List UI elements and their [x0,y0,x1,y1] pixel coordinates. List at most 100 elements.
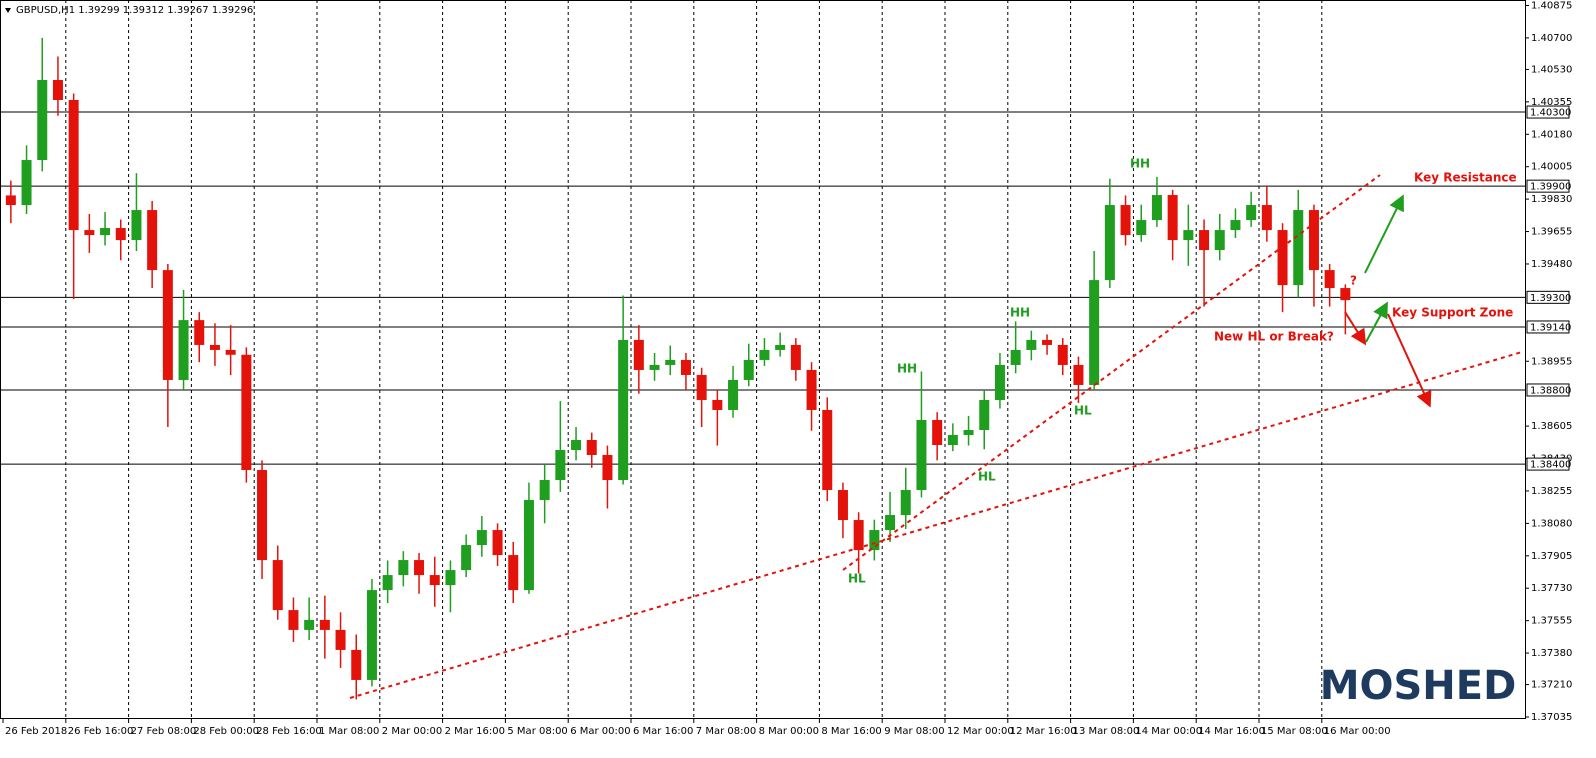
candle-body [806,369,817,410]
candle-body [916,419,927,491]
candle-body [900,490,911,516]
candle-body [304,619,315,630]
candle-body [555,450,566,481]
candle-body [1246,205,1257,221]
candle-body [1340,288,1351,301]
candle-body [680,359,691,375]
y-tick-label: 1.37210 [1531,680,1572,691]
annotation: Key Resistance [1414,171,1517,185]
annotation: HH [1010,306,1030,320]
y-tick-label: 1.40005 [1531,162,1572,173]
y-tick-label: 1.39655 [1531,227,1572,238]
candle-body [398,560,409,576]
plot-area [0,0,1529,723]
x-tick-label: 1 Mar 08:00 [319,726,379,737]
candle-body [1214,230,1225,251]
annotation: ? [1350,274,1357,288]
candle-body [1167,195,1178,241]
x-tick-label: 28 Feb 16:00 [256,726,322,737]
x-tick-label: 8 Mar 16:00 [821,726,881,737]
arrow [1344,311,1367,346]
y-tick-label: 1.40180 [1531,129,1572,140]
candle-body [728,379,739,410]
level-label-box [1526,320,1570,334]
candle-body [52,79,63,100]
candle-body [539,480,550,501]
y-tick-label: 1.38255 [1531,486,1572,497]
candle-body [131,210,142,241]
level-label-box [1526,105,1570,119]
x-tick-label: 9 Mar 08:00 [884,726,944,737]
candle-body [1277,230,1288,286]
candle-body [241,354,252,471]
candle-body [225,349,236,355]
level-label: 1.39900 [1530,182,1571,193]
candle-body [37,79,48,161]
candle-body [571,439,582,451]
candle-body [5,195,16,206]
level-label: 1.38400 [1530,460,1571,471]
candle-body [994,364,1005,400]
y-tick-label: 1.37905 [1531,551,1572,562]
candle-body [869,530,880,551]
candle-body [492,530,503,556]
logo: MOSHED [1320,663,1517,709]
candle-body [649,364,660,370]
candle-body [429,575,440,586]
candle-body [209,344,220,350]
y-tick-label: 1.38080 [1531,518,1572,529]
annotation: New HL or Break? [1214,330,1334,344]
x-tick-label: 5 Mar 08:00 [507,726,567,737]
chart-title: GBPUSD,H1 1.39299 1.39312 1.39267 1.3929… [16,5,253,16]
y-tick-label: 1.40700 [1531,33,1572,44]
y-tick-label: 1.40530 [1531,64,1572,75]
x-tick-label: 27 Feb 08:00 [131,726,197,737]
candle-body [508,555,519,591]
x-tick-label: 2 Mar 00:00 [382,726,442,737]
candle-body [1010,349,1021,365]
candle-body [366,590,377,680]
candle-body [382,575,393,591]
candle-body [1261,205,1272,231]
candle-body [1026,339,1037,350]
candle-body [586,439,597,456]
candle-body [476,530,487,546]
candle-body [194,320,205,345]
candle-body [1089,280,1100,385]
arrow [1364,194,1404,274]
candle-body [775,344,786,350]
candle-body [1151,195,1162,221]
candle-body [257,470,268,561]
candle-body [68,99,79,231]
candle-body [1136,220,1147,236]
level-label-box [1526,457,1570,471]
candle-body [853,520,864,551]
annotation: HL [978,470,996,484]
menu-triangle [5,8,11,13]
trend-line [842,174,1381,571]
candle-body [523,500,534,591]
candle-body [618,339,629,481]
x-tick-label: 2 Mar 16:00 [445,726,505,737]
y-tick-label: 1.39830 [1531,194,1572,205]
x-tick-label: 7 Mar 08:00 [696,726,756,737]
y-tick-label: 1.38955 [1531,356,1572,367]
candle-body [21,160,32,206]
y-tick-label: 1.40875 [1531,1,1572,12]
x-tick-label: 13 Mar 08:00 [1073,726,1140,737]
x-tick-label: 8 Mar 00:00 [759,726,819,737]
candle-body [1042,339,1053,345]
level-label: 1.39300 [1530,293,1571,304]
y-tick-label: 1.40355 [1531,97,1572,108]
candle-body [963,429,974,435]
candle-body [696,374,707,400]
candle-body [147,210,158,271]
candle-body [351,649,362,680]
annotation: HL [848,572,866,586]
candle-body [979,399,990,430]
candle-body [885,515,896,531]
arrow [1365,301,1388,343]
annotation: Key Support Zone [1392,306,1513,320]
candle-body [288,610,299,630]
level-label-box [1526,179,1570,193]
